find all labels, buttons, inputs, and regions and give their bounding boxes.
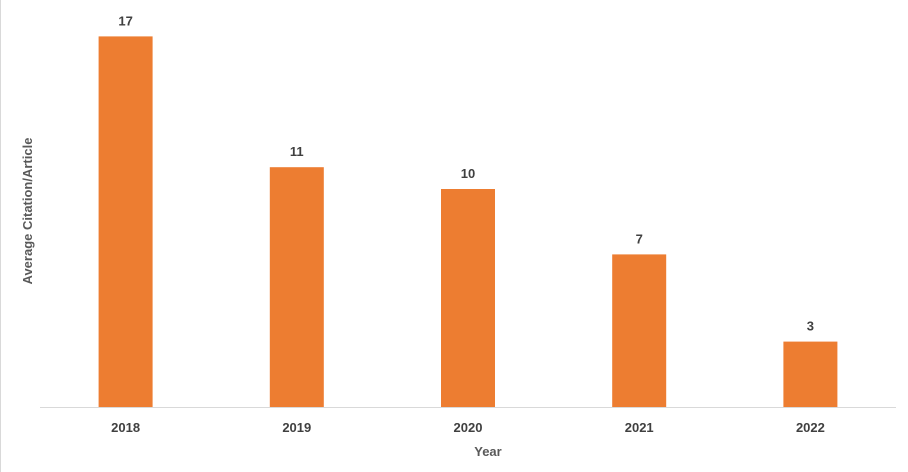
x-tick-label-2019: 2019 (282, 420, 311, 435)
x-axis-title: Year (474, 444, 501, 459)
bar-2019 (269, 167, 324, 407)
bars-layer (98, 36, 838, 408)
x-tick-labels: 2018 2019 2020 2021 2022 (111, 420, 825, 435)
data-label-2021: 7 (636, 231, 643, 246)
data-label-2020: 10 (461, 166, 475, 181)
data-label-2018: 17 (118, 13, 132, 28)
x-tick-label-2020: 2020 (454, 420, 483, 435)
data-labels-layer: 17 11 10 7 3 (118, 13, 814, 333)
x-tick-label-2021: 2021 (625, 420, 654, 435)
bar-2018 (98, 36, 153, 408)
data-label-2022: 3 (807, 319, 814, 334)
bar-2022 (783, 341, 838, 407)
data-label-2019: 11 (290, 144, 304, 159)
y-axis-title: Average Citation/Article (20, 138, 35, 285)
x-tick-label-2022: 2022 (796, 420, 825, 435)
bar-2021 (612, 254, 667, 407)
x-tick-label-2018: 2018 (111, 420, 140, 435)
bar-2020 (441, 189, 495, 407)
